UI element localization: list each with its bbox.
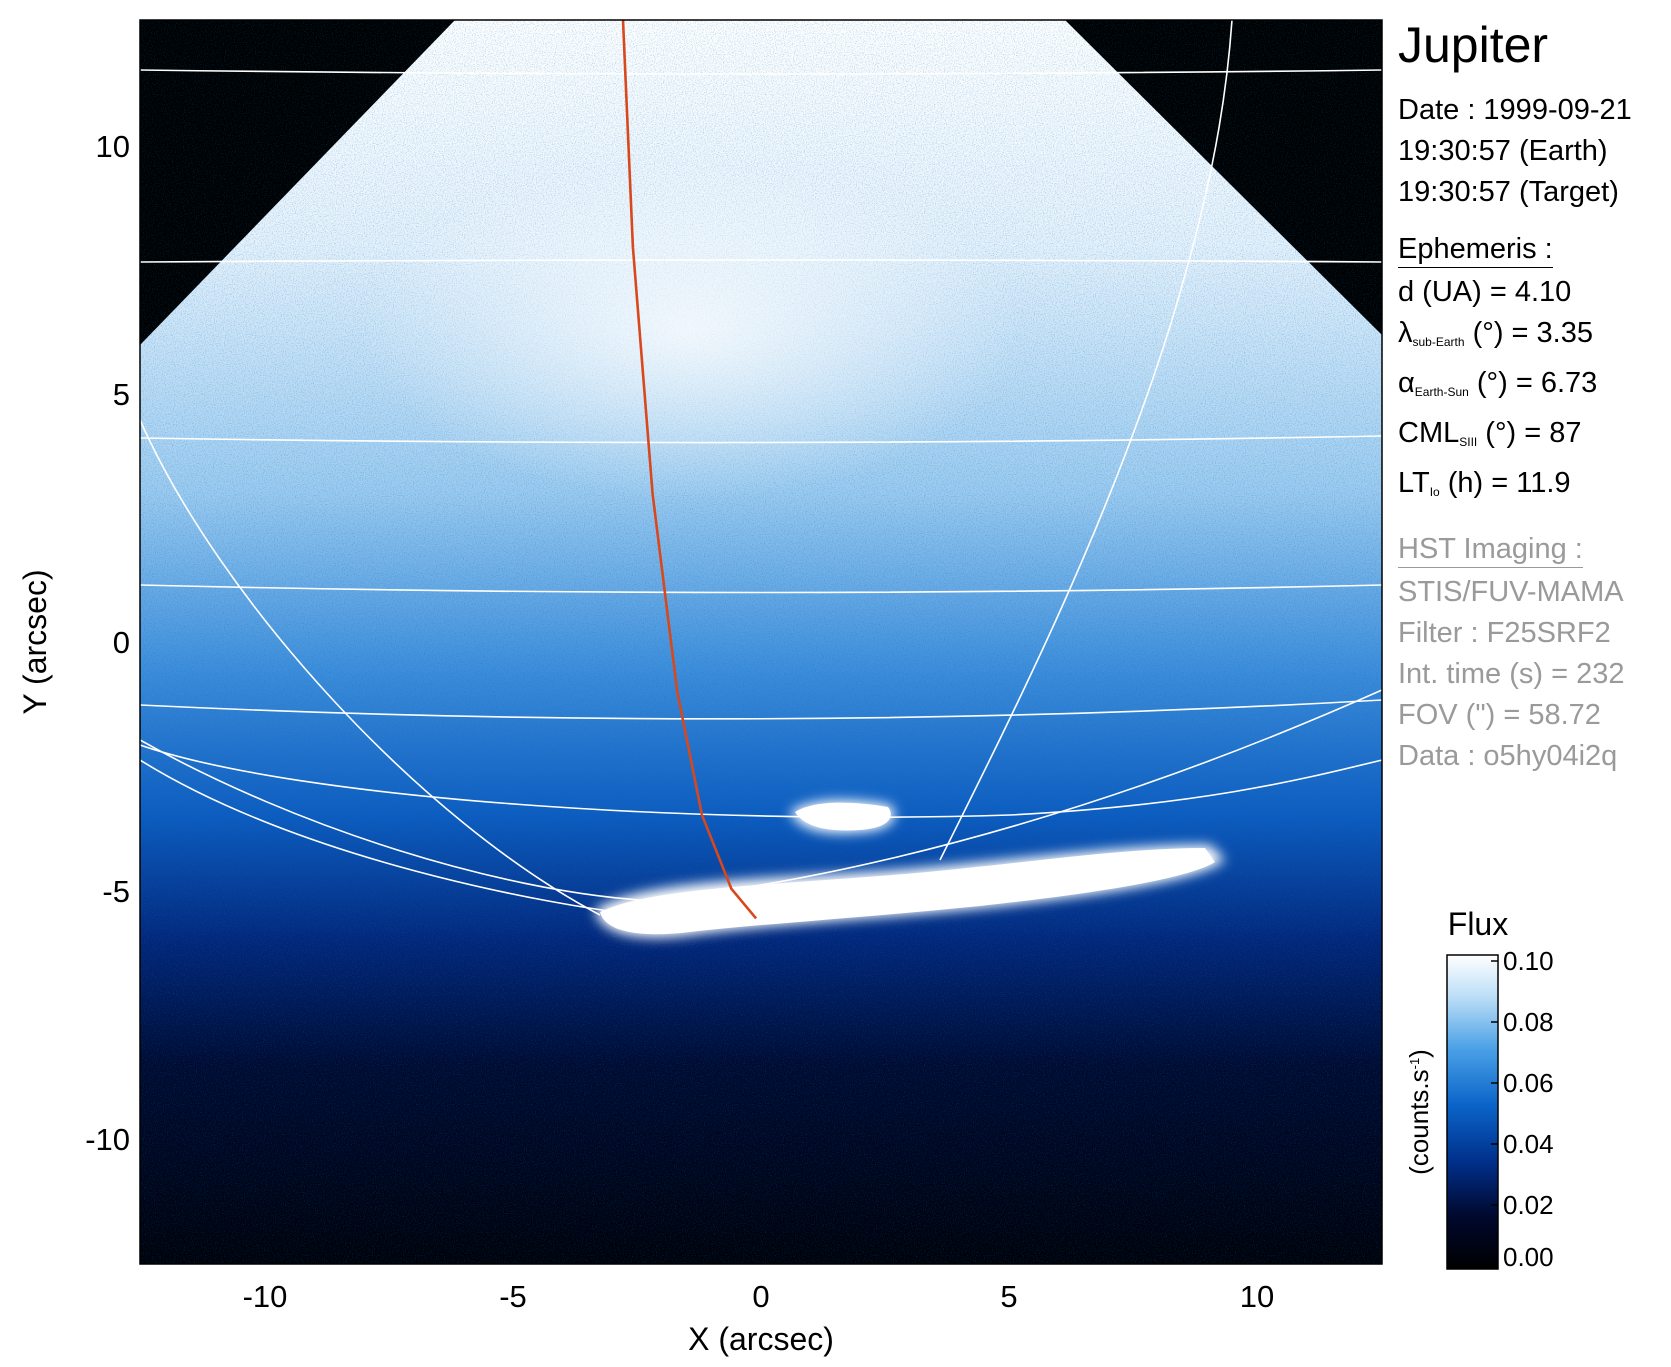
aurora-main-arc [600,848,1215,935]
lt-value: (h) = 11.9 [1439,467,1571,499]
alpha-value: (°) = 6.73 [1468,367,1598,399]
colorbar-gradient [1446,954,1499,1270]
lambda-value: (°) = 3.35 [1464,317,1593,349]
lt-subscript: Io [1429,485,1440,499]
footprint-trace [621,20,758,920]
cml-value: (°) = 87 [1477,417,1582,449]
y-tick-label: -5 [102,874,130,909]
ephemeris-cml: CMLSIII (°) = 87 [1398,413,1668,463]
alpha-subscript: Earth-Sun [1414,385,1469,399]
latitude-grid [140,69,1382,916]
info-panel: Jupiter Date : 1999-09-21 19:30:57 (Eart… [1398,14,1668,777]
colorbar-tick-label: 0.02 [1503,1190,1554,1220]
colorbar-tick-label: 0.06 [1503,1068,1554,1098]
x-ticks: -10 -5 0 5 10 [243,1279,1275,1314]
x-axis-title: X (arcsec) [688,1321,834,1357]
hst-title: HST Imaging : [1398,531,1583,568]
colorbar-ticks [1491,960,1498,1266]
ephemeris-lt: LTIo (h) = 11.9 [1398,463,1668,513]
longitude-grid [140,20,1233,916]
cml-symbol: CML [1398,417,1460,449]
x-tick-label: -5 [499,1279,527,1314]
colorbar-tick-label: 0.10 [1503,946,1554,976]
hst-filter: Filter : F25SRF2 [1398,617,1611,649]
hst-instrument: STIS/FUV-MAMA [1398,576,1624,608]
x-tick-label: 10 [1240,1279,1274,1314]
y-ticks: 10 5 0 -5 -10 [85,129,130,1157]
hst-int-time: Int. time (s) = 232 [1398,658,1625,690]
plot-frame [139,19,1383,1265]
bright-region [360,160,1020,500]
lambda-symbol: λ [1398,317,1413,349]
ephemeris-distance: d (UA) = 4.10 [1398,276,1572,308]
time-target: 19:30:57 (Target) [1398,176,1619,208]
colorbar-unit-label: (counts.s-1) [1404,1049,1434,1175]
target-name: Jupiter [1398,17,1549,73]
y-tick-label: 5 [113,377,130,412]
y-tick-label: 10 [96,129,130,164]
lt-symbol: LT [1398,467,1430,499]
ephemeris-title: Ephemeris : [1398,231,1553,268]
ephemeris-lambda: λsub-Earth (°) = 3.35 [1398,313,1668,363]
lambda-subscript: sub-Earth [1412,335,1465,349]
alpha-symbol: α [1398,367,1415,399]
time-earth: 19:30:57 (Earth) [1398,135,1608,167]
hst-data: Data : o5hy04i2q [1398,740,1618,772]
colorbar-title: Flux [1448,906,1508,942]
x-tick-label: 0 [752,1279,769,1314]
colorbar-tick-label: 0.04 [1503,1129,1554,1159]
colorbar: Flux 0.10 0.08 0.06 0.04 0.02 0.00 (coun… [1404,906,1554,1272]
x-tick-label: 5 [1000,1279,1017,1314]
y-axis-title: Y (arcsec) [17,569,53,714]
cml-subscript: SIII [1459,435,1478,449]
hst-fov: FOV (") = 58.72 [1398,699,1601,731]
colorbar-tick-label: 0.08 [1503,1007,1554,1037]
ephemeris-alpha: αEarth-Sun (°) = 6.73 [1398,363,1668,413]
x-tick-label: -10 [243,1279,288,1314]
y-tick-label: -10 [85,1122,130,1157]
date-line: Date : 1999-09-21 [1398,94,1632,126]
y-tick-label: 0 [113,625,130,660]
colorbar-tick-label: 0.00 [1503,1242,1554,1272]
